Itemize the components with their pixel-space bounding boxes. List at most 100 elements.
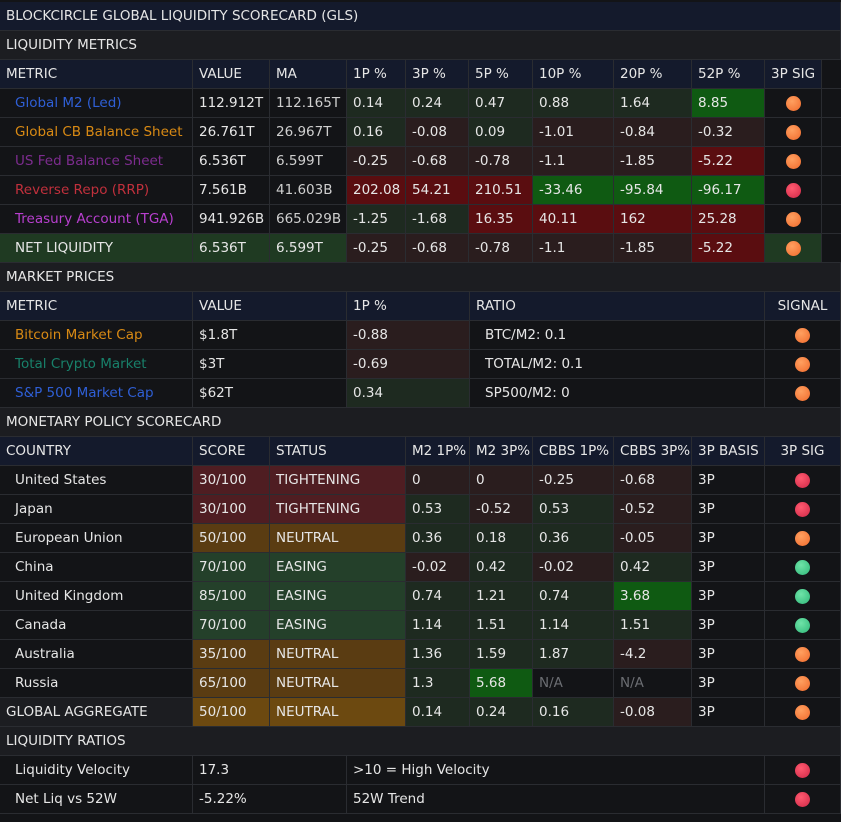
country-name: Russia (0, 669, 193, 697)
pct-change: -1.1 (533, 234, 614, 262)
signal-cell (765, 234, 822, 262)
score: 50/100 (193, 698, 270, 726)
orange-signal-dot-icon (785, 95, 801, 111)
signal-cell (765, 553, 841, 581)
pct-change: -1.85 (614, 147, 692, 175)
pct-change: 0.47 (469, 89, 533, 117)
score: 65/100 (193, 669, 270, 697)
signal-cell (765, 524, 841, 552)
metric-row: Global CB Balance Sheet 26.761T 26.967T 0.1… (0, 118, 841, 147)
pct-change: 5.68 (470, 669, 533, 697)
pct-change: 1.51 (614, 611, 692, 639)
metric-name: NET LIQUIDITY (0, 234, 193, 262)
metric-ma: 665.029B (270, 205, 347, 233)
metric-ma: 112.165T (270, 89, 347, 117)
basis: 3P (692, 698, 765, 726)
green-signal-dot-icon (795, 588, 810, 604)
signal-cell (765, 466, 841, 494)
orange-signal-dot-icon (795, 385, 810, 401)
status-badge: EASING (270, 611, 406, 639)
column-header: 52P % (692, 60, 765, 88)
row-filler (822, 205, 841, 233)
status-badge: EASING (270, 553, 406, 581)
column-headers: METRIC VALUE 1P % RATIO SIGNAL (0, 292, 841, 321)
country-name: Canada (0, 611, 193, 639)
metric-row: Global M2 (Led) 112.912T 112.165T 0.14 0.24 0… (0, 89, 841, 118)
pct-change: -0.88 (347, 321, 470, 349)
pct-change: 0.53 (533, 495, 614, 523)
orange-signal-dot-icon (795, 356, 810, 372)
ratio-row: Liquidity Velocity 17.3 >10 = High Velocit… (0, 756, 841, 785)
column-header: CBBS 1P% (533, 437, 614, 465)
basis: 3P (692, 466, 765, 494)
signal-cell (765, 321, 841, 349)
column-header: 1P % (347, 292, 470, 320)
metric-name: Global CB Balance Sheet (0, 118, 193, 146)
pct-change: -0.08 (406, 118, 469, 146)
pct-change: 0.24 (470, 698, 533, 726)
section-header: LIQUIDITY RATIOS (0, 727, 841, 756)
score: 70/100 (193, 553, 270, 581)
column-header: RATIO (470, 292, 765, 320)
column-header: 10P % (533, 60, 614, 88)
status-badge: TIGHTENING (270, 466, 406, 494)
ratio-label: Net Liq vs 52W (0, 785, 193, 813)
signal-cell (765, 176, 822, 204)
basis: 3P (692, 669, 765, 697)
score: 85/100 (193, 582, 270, 610)
pct-change: -0.02 (406, 553, 470, 581)
signal-cell (765, 756, 841, 784)
pct-change: 16.35 (469, 205, 533, 233)
pct-change: -95.84 (614, 176, 692, 204)
country-row: Russia 65/100 NEUTRAL 1.3 5.68 N/A N/A 3P (0, 669, 841, 698)
pct-change: 1.64 (614, 89, 692, 117)
ratio: TOTAL/M2: 0.1 (470, 350, 765, 378)
column-header: VALUE (193, 60, 270, 88)
ratio-label: Liquidity Velocity (0, 756, 193, 784)
row-filler (822, 89, 841, 117)
pct-change: 0.74 (533, 582, 614, 610)
pct-change: -1.01 (533, 118, 614, 146)
pct-change: -0.52 (614, 495, 692, 523)
pct-change: N/A (614, 669, 692, 697)
ratio-description: >10 = High Velocity (347, 756, 765, 784)
pct-change: 202.08 (347, 176, 406, 204)
score: 70/100 (193, 611, 270, 639)
pct-change: -5.22 (692, 234, 765, 262)
signal-cell (765, 669, 841, 697)
green-signal-dot-icon (795, 617, 810, 633)
basis: 3P (692, 495, 765, 523)
pct-change: 0.74 (406, 582, 470, 610)
metric-row: Reverse Repo (RRP) 7.561B 41.603B 202.08 54.… (0, 176, 841, 205)
column-header: 3P SIG (765, 60, 822, 88)
section-header: MARKET PRICES (0, 263, 841, 292)
status-badge: TIGHTENING (270, 495, 406, 523)
section-title: MARKET PRICES (0, 263, 841, 291)
title-bar: BLOCKCIRCLE GLOBAL LIQUIDITY SCORECARD (… (0, 2, 841, 31)
pct-change: -0.68 (406, 147, 469, 175)
pct-change: -0.69 (347, 350, 470, 378)
country-row: Australia 35/100 NEUTRAL 1.36 1.59 1.87 -4.2 3P (0, 640, 841, 669)
pct-change: 1.87 (533, 640, 614, 668)
pct-change: -0.84 (614, 118, 692, 146)
pct-change: 0.36 (533, 524, 614, 552)
column-header: 20P % (614, 60, 692, 88)
metric-name: Global M2 (Led) (0, 89, 193, 117)
country-row: Japan 30/100 TIGHTENING 0.53 -0.52 0.53 -0.52 3… (0, 495, 841, 524)
country-name: Japan (0, 495, 193, 523)
country-row: United Kingdom 85/100 EASING 0.74 1.21 0.74 3.… (0, 582, 841, 611)
column-header: 3P BASIS (692, 437, 765, 465)
pct-change: 1.14 (406, 611, 470, 639)
country-name: European Union (0, 524, 193, 552)
signal-cell (765, 582, 841, 610)
metric-ma: 6.599T (270, 234, 347, 262)
orange-signal-dot-icon (785, 153, 801, 169)
row-filler (822, 60, 841, 88)
basis: 3P (692, 611, 765, 639)
basis: 3P (692, 582, 765, 610)
red-signal-dot-icon (795, 501, 810, 517)
green-signal-dot-icon (795, 559, 810, 575)
column-header: SIGNAL (765, 292, 841, 320)
app-title: BLOCKCIRCLE GLOBAL LIQUIDITY SCORECARD (… (0, 2, 841, 30)
